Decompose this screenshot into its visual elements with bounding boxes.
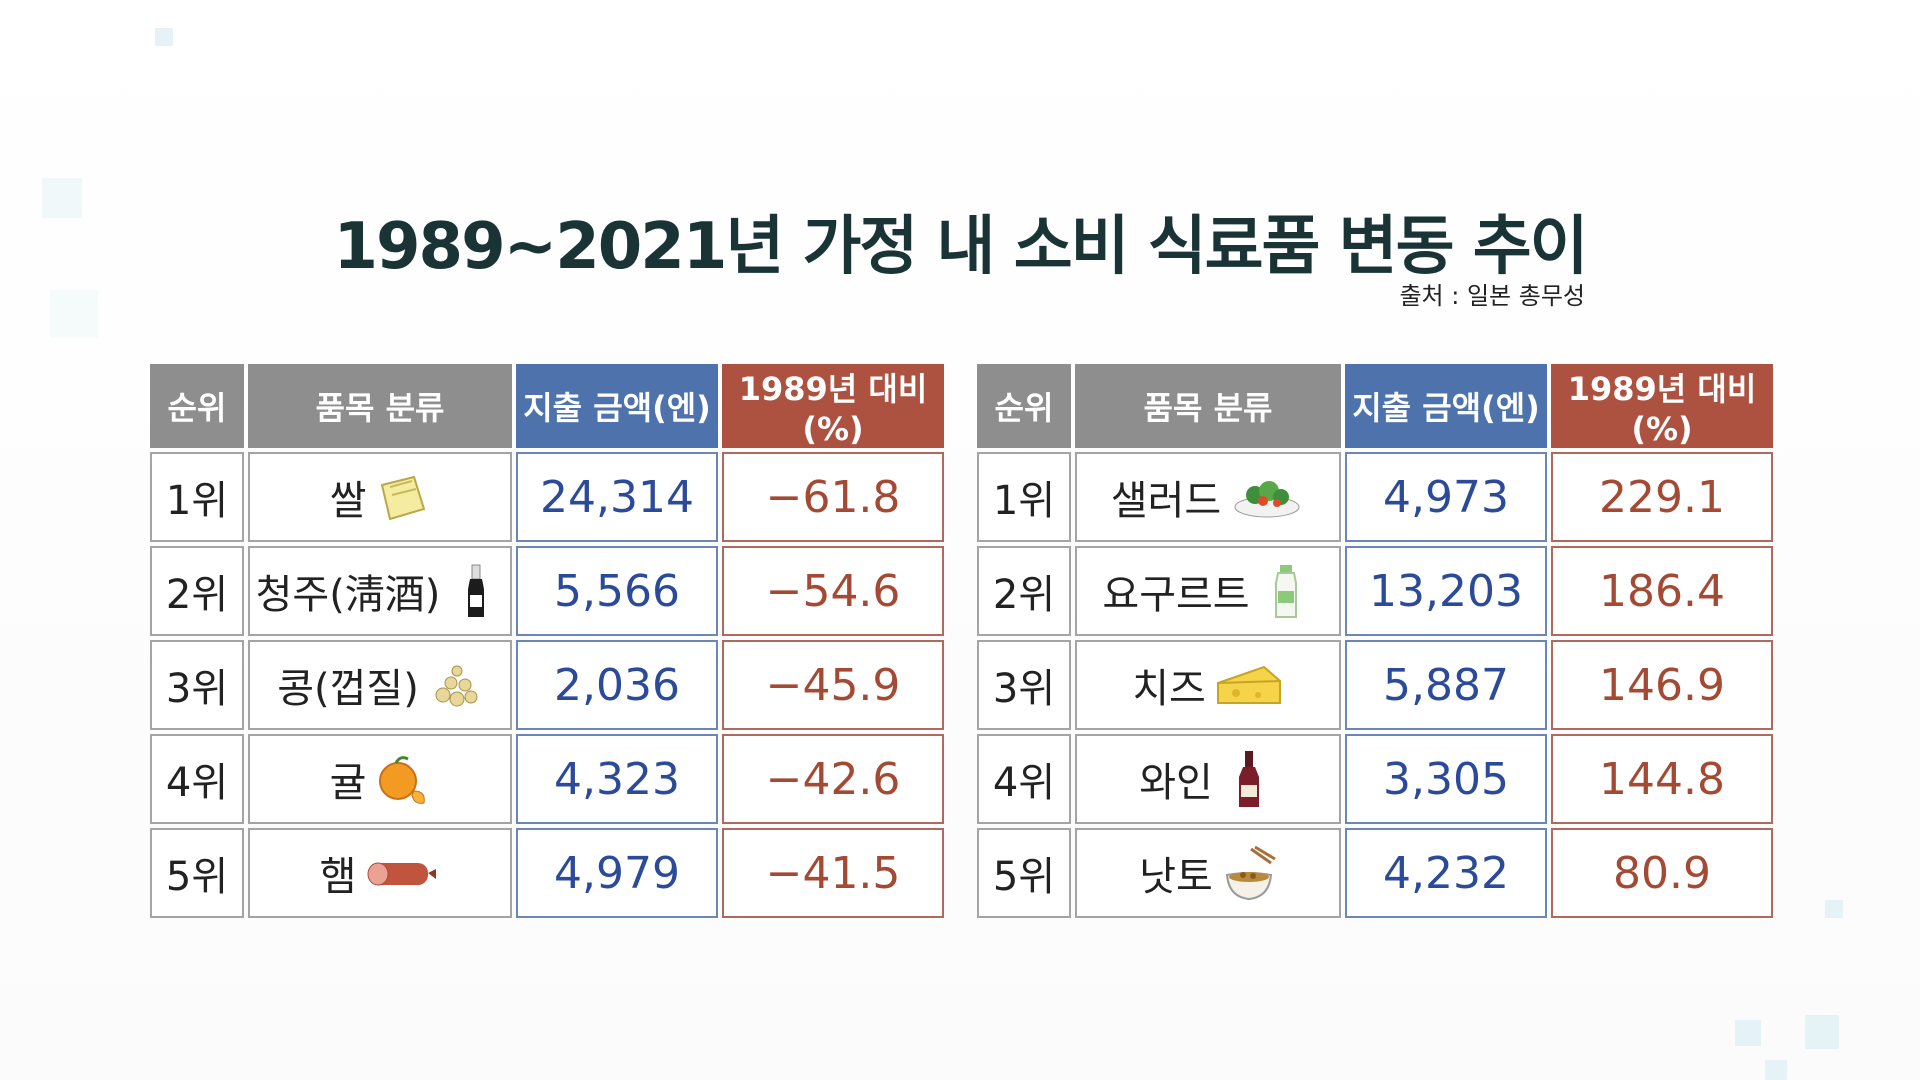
amount-cell: 2,036	[516, 640, 718, 730]
decor-square	[42, 178, 82, 218]
ham-icon	[364, 845, 440, 901]
item-cell: 귤	[248, 734, 512, 824]
tangerine-icon	[374, 751, 430, 807]
header-rank: 순위	[977, 364, 1071, 448]
ratio-cell: −45.9	[722, 640, 944, 730]
amount-cell: 24,314	[516, 452, 718, 542]
table-row: 1위 샐러드 4,973 229.1	[977, 452, 1773, 542]
table-row: 5위 낫토 4,232 80.9	[977, 828, 1773, 918]
rice-bag-icon	[374, 469, 430, 525]
header-rank: 순위	[150, 364, 244, 448]
header-amount: 지출 금액(엔)	[516, 364, 718, 448]
ratio-cell: −54.6	[722, 546, 944, 636]
natto-icon	[1221, 845, 1277, 901]
rank-cell: 5위	[977, 828, 1071, 918]
ratio-cell: −42.6	[722, 734, 944, 824]
ratio-cell: 186.4	[1551, 546, 1773, 636]
cheese-icon	[1214, 657, 1284, 713]
ratio-cell: −61.8	[722, 452, 944, 542]
rank-cell: 4위	[150, 734, 244, 824]
item-cell: 햄	[248, 828, 512, 918]
rank-cell: 5위	[150, 828, 244, 918]
item-label: 귤	[329, 760, 367, 806]
decor-square	[1735, 1020, 1761, 1046]
header-ratio: 1989년 대비(%)	[1551, 364, 1773, 448]
yogurt-bottle-icon	[1258, 563, 1314, 619]
item-label: 쌀	[329, 478, 367, 524]
rank-cell: 3위	[977, 640, 1071, 730]
beans-icon	[427, 657, 483, 713]
rank-cell: 2위	[977, 546, 1071, 636]
amount-cell: 3,305	[1345, 734, 1547, 824]
table-row: 3위 콩(껍질) 2,036 −45.9	[150, 640, 944, 730]
header-item: 품목 분류	[1075, 364, 1341, 448]
table-row: 2위 청주(淸酒) 5,566 −54.6	[150, 546, 944, 636]
table-row: 5위 햄 4,979 −41.5	[150, 828, 944, 918]
rank-cell: 4위	[977, 734, 1071, 824]
header-item: 품목 분류	[248, 364, 512, 448]
amount-cell: 5,887	[1345, 640, 1547, 730]
decline-table: 순위 품목 분류 지출 금액(엔) 1989년 대비(%) 1위 쌀 24,31…	[146, 360, 948, 922]
amount-cell: 5,566	[516, 546, 718, 636]
header-ratio: 1989년 대비(%)	[722, 364, 944, 448]
page-title: 1989~2021년 가정 내 소비 식료품 변동 추이	[333, 210, 1588, 284]
item-label: 햄	[319, 854, 357, 900]
item-label: 와인	[1139, 760, 1213, 806]
item-cell: 쌀	[248, 452, 512, 542]
ratio-cell: 146.9	[1551, 640, 1773, 730]
ratio-cell: 229.1	[1551, 452, 1773, 542]
rank-cell: 1위	[150, 452, 244, 542]
table-row: 4위 와인 3,305 144.8	[977, 734, 1773, 824]
rank-cell: 3위	[150, 640, 244, 730]
item-label: 청주(淸酒)	[255, 572, 441, 618]
amount-cell: 4,232	[1345, 828, 1547, 918]
item-label: 치즈	[1132, 666, 1206, 712]
amount-cell: 4,323	[516, 734, 718, 824]
decor-square	[50, 290, 98, 338]
wine-bottle-icon	[1221, 751, 1277, 807]
ratio-cell: 80.9	[1551, 828, 1773, 918]
item-label: 낫토	[1139, 854, 1213, 900]
table-row: 1위 쌀 24,314 −61.8	[150, 452, 944, 542]
item-label: 샐러드	[1110, 478, 1222, 524]
ratio-cell: −41.5	[722, 828, 944, 918]
amount-cell: 4,973	[1345, 452, 1547, 542]
increase-table: 순위 품목 분류 지출 금액(엔) 1989년 대비(%) 1위 샐러드 4,9…	[973, 360, 1777, 922]
ratio-cell: 144.8	[1551, 734, 1773, 824]
salad-icon	[1229, 469, 1305, 525]
item-label: 콩(껍질)	[277, 666, 419, 712]
rank-cell: 2위	[150, 546, 244, 636]
header-amount: 지출 금액(엔)	[1345, 364, 1547, 448]
amount-cell: 13,203	[1345, 546, 1547, 636]
rank-cell: 1위	[977, 452, 1071, 542]
amount-cell: 4,979	[516, 828, 718, 918]
table-row: 4위 귤 4,323 −42.6	[150, 734, 944, 824]
item-cell: 와인	[1075, 734, 1341, 824]
item-cell: 치즈	[1075, 640, 1341, 730]
item-cell: 요구르트	[1075, 546, 1341, 636]
item-cell: 샐러드	[1075, 452, 1341, 542]
table-row: 3위 치즈 5,887 146.9	[977, 640, 1773, 730]
table-row: 2위 요구르트 13,203 186.4	[977, 546, 1773, 636]
decor-square	[1765, 1060, 1787, 1080]
decor-square	[1805, 1015, 1839, 1049]
sake-bottle-icon	[448, 563, 504, 619]
decor-square	[1825, 900, 1843, 918]
item-label: 요구르트	[1102, 572, 1250, 618]
decor-square	[155, 28, 173, 46]
item-cell: 낫토	[1075, 828, 1341, 918]
item-cell: 콩(껍질)	[248, 640, 512, 730]
source-note: 출처 : 일본 총무성	[1399, 282, 1585, 310]
item-cell: 청주(淸酒)	[248, 546, 512, 636]
